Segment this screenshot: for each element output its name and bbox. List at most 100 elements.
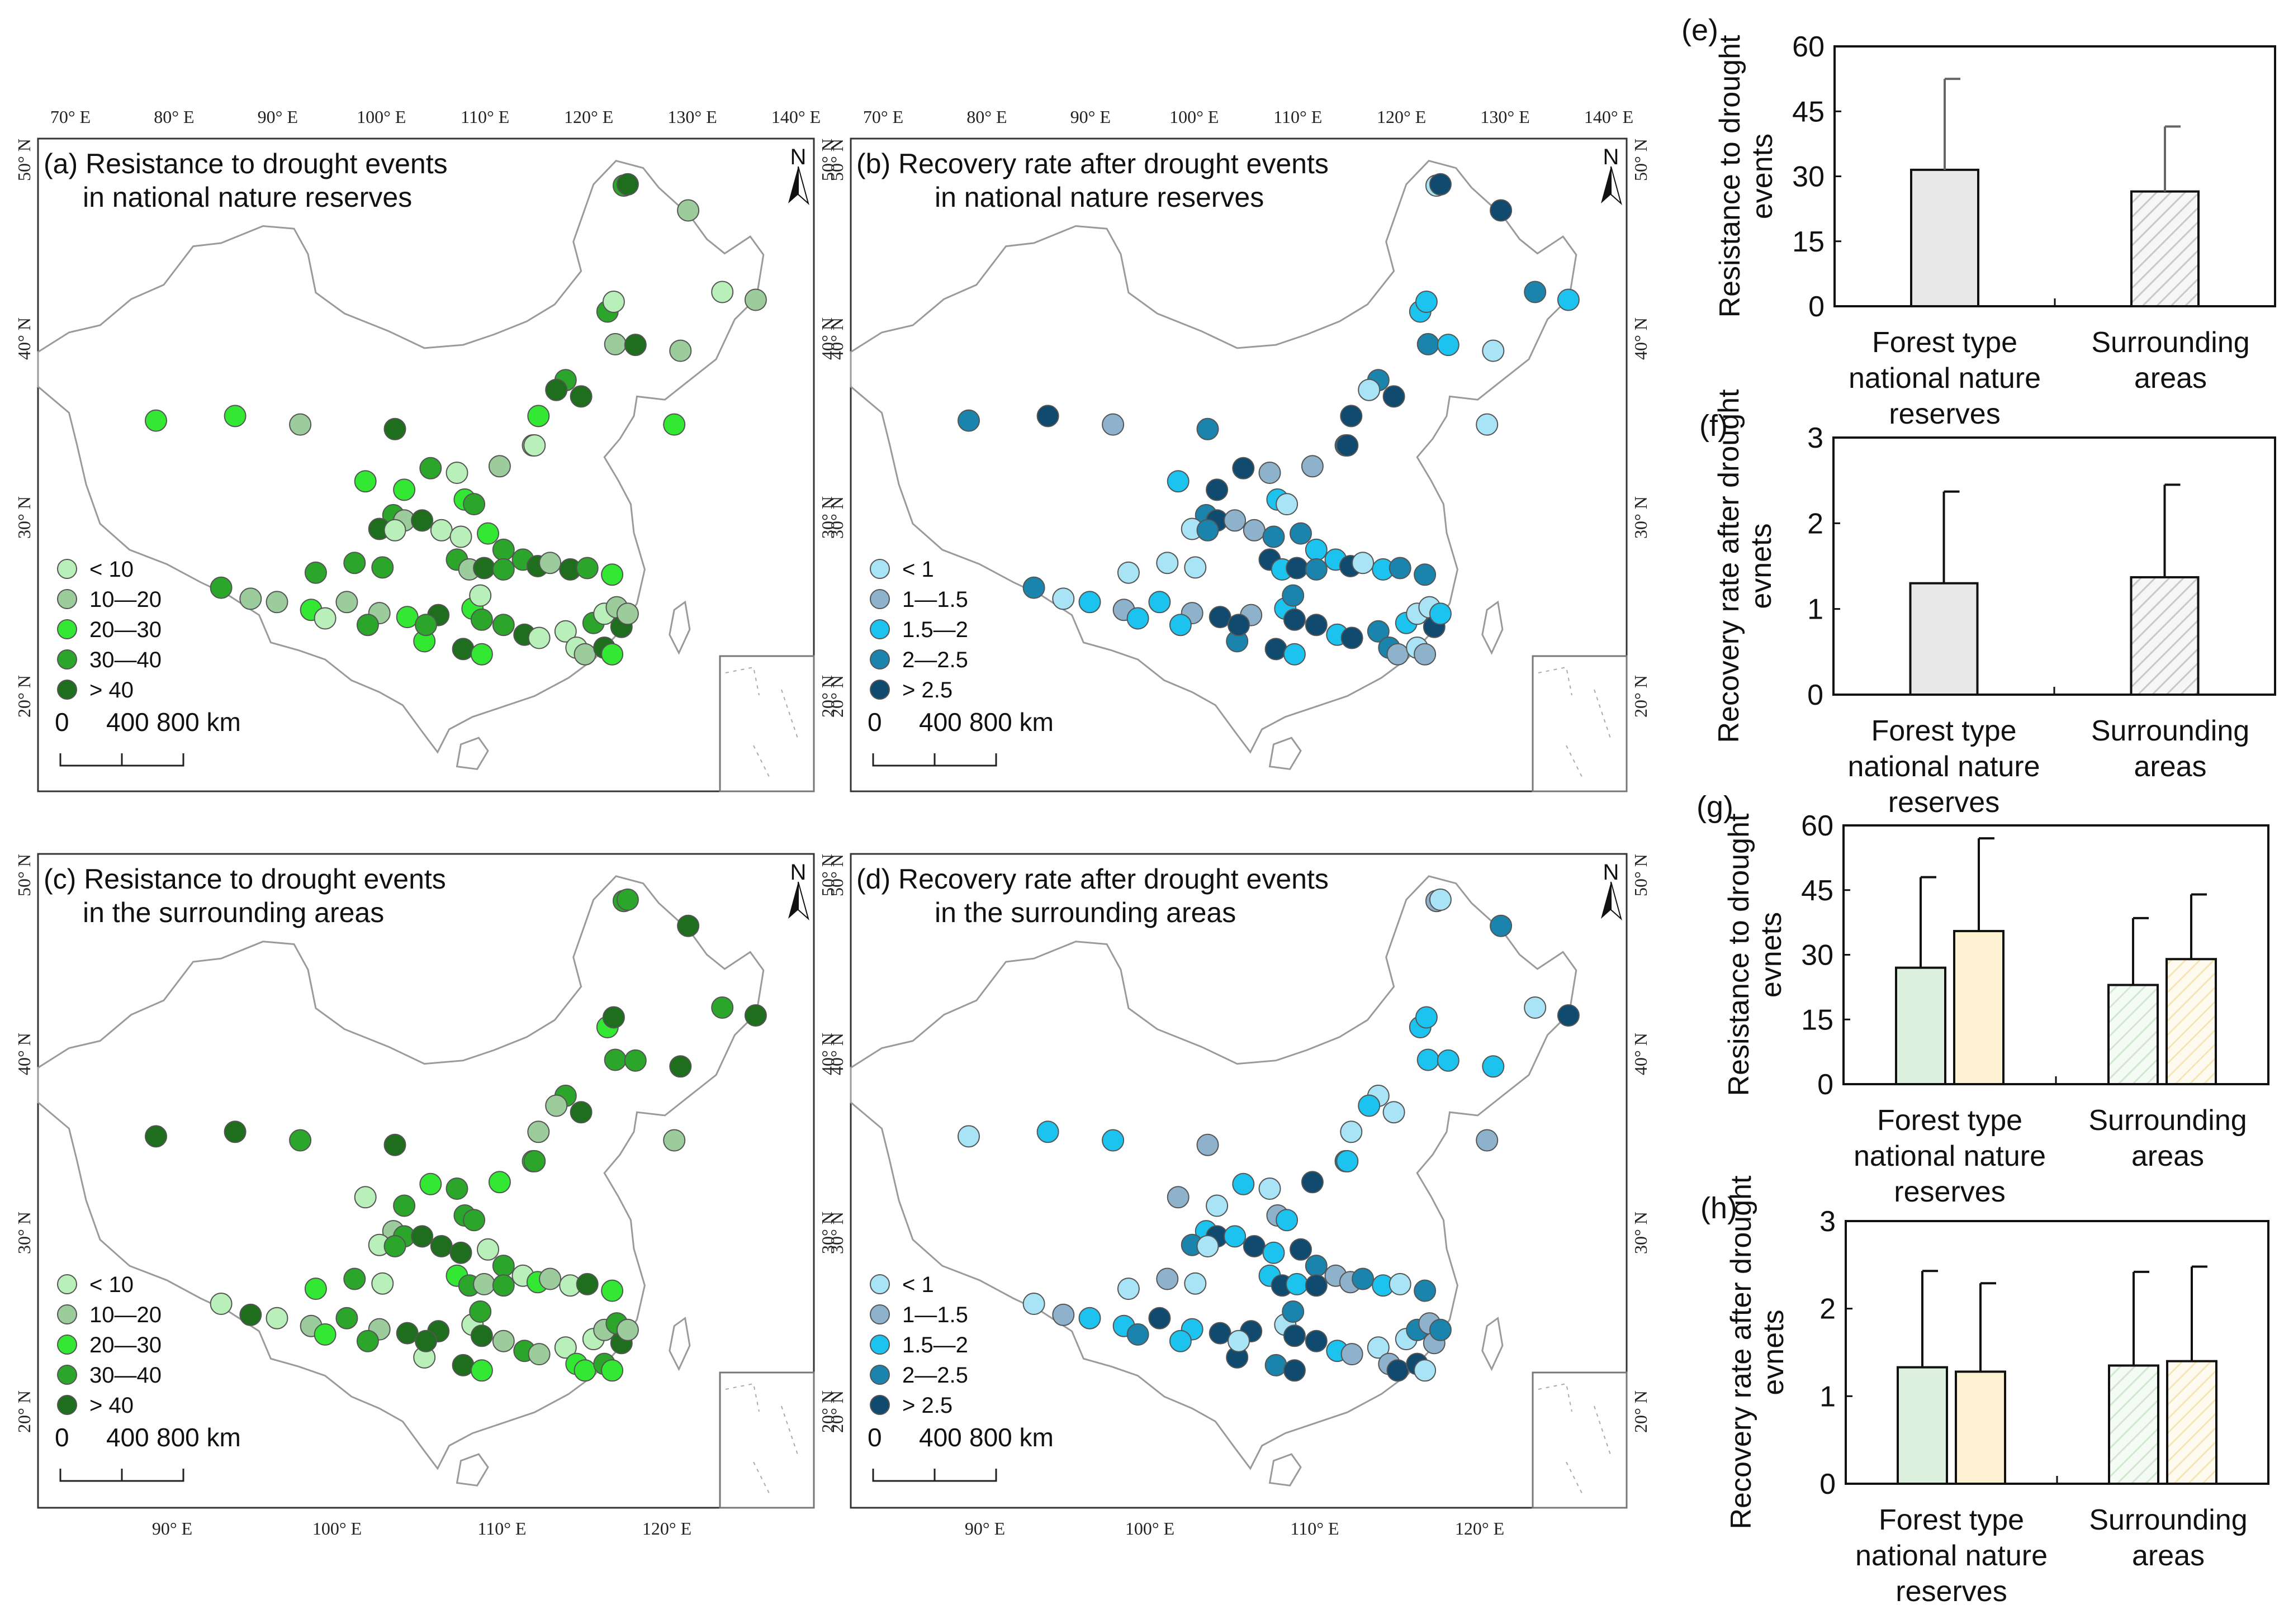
reserve-site-marker <box>624 1049 647 1072</box>
reserve-site-marker <box>1258 462 1281 484</box>
y-tick-label: 45 <box>1792 96 1825 128</box>
reserve-site-marker <box>304 561 327 584</box>
reserve-site-marker <box>1429 888 1452 911</box>
legend-swatch <box>870 589 890 609</box>
panel-label: (h) <box>1700 1191 1737 1225</box>
reserve-site-marker <box>744 288 767 311</box>
latitude-tick-label-left: 20° N <box>827 1390 847 1433</box>
reserve-site-marker <box>335 1307 358 1329</box>
reserve-site-marker <box>1352 552 1375 574</box>
longitude-tick-label: 110° E <box>1290 1518 1339 1538</box>
latitude-tick-label-left: 50° N <box>14 139 34 181</box>
x-category-label: national nature <box>1854 1140 2046 1172</box>
bar <box>2107 984 2159 1086</box>
reserve-site-marker <box>446 1177 468 1200</box>
reserve-site-marker <box>1209 606 1231 629</box>
reserve-site-marker <box>371 556 394 579</box>
panel-label: (e) <box>1681 13 1718 47</box>
reserve-site-marker <box>383 1133 406 1156</box>
reserve-site-marker <box>383 519 406 542</box>
map-title-line2: in the surrounding areas <box>935 897 1236 928</box>
reserve-site-marker <box>469 584 492 607</box>
x-category-label: reserves <box>1888 786 1999 819</box>
bar-chart-h: (h) 0 1 2 3 Recovery rate after drought evnets… <box>1700 1175 2269 1608</box>
map-title-line1: (b) Recovery rate after drought events <box>856 148 1329 179</box>
reserve-site-marker <box>1117 1278 1140 1300</box>
x-category-label: Surrounding <box>2088 1104 2247 1137</box>
scale-bar <box>59 1469 184 1482</box>
legend-swatch <box>57 619 77 639</box>
latitude-tick-label-left: 50° N <box>827 139 847 181</box>
reserve-site-marker <box>145 1125 167 1148</box>
x-category-label: national nature <box>1847 751 2040 783</box>
latitude-tick-label-left: 50° N <box>827 854 847 896</box>
reserve-site-marker <box>463 1209 486 1232</box>
reserve-site-marker <box>473 1272 496 1295</box>
y-tick-label: 45 <box>1801 875 1833 907</box>
reserve-site-marker <box>354 1186 377 1209</box>
panel-label: (g) <box>1697 790 1733 824</box>
longitude-tick-label: 100° E <box>1169 107 1219 127</box>
reserve-site-marker <box>1126 1323 1149 1346</box>
longitude-tick-label: 110° E <box>1273 107 1322 127</box>
bar <box>1910 168 1979 307</box>
bar <box>2108 1364 2159 1485</box>
legend-label: > 40 <box>89 678 134 702</box>
legend-label: 30—40 <box>89 648 162 672</box>
reserve-site-marker <box>1167 470 1190 493</box>
reserve-site-marker <box>446 462 468 484</box>
reserve-site-marker <box>604 1048 627 1071</box>
legend-label: > 2.5 <box>902 1393 953 1418</box>
reserve-site-marker <box>1276 1209 1299 1232</box>
bar <box>1953 930 2005 1086</box>
taiwan-outline <box>1481 1317 1504 1371</box>
latitude-tick-label-left: 40° N <box>827 1033 847 1075</box>
scale-bar-label: 0 <box>868 1423 882 1452</box>
reserve-site-marker <box>1206 478 1229 501</box>
reserve-site-marker <box>145 409 167 432</box>
legend-label: 1—1.5 <box>902 587 968 612</box>
scale-bar-label: 800 km <box>157 1423 241 1452</box>
x-category-label: Forest type <box>1872 326 2017 359</box>
china-outline <box>850 160 1577 754</box>
y-tick-label: 3 <box>1807 422 1823 454</box>
bar <box>1955 1370 2006 1485</box>
reserve-site-marker <box>304 1278 327 1300</box>
north-arrow-icon <box>798 881 809 920</box>
x-category-label: reserves <box>1894 1176 2005 1208</box>
reserve-site-marker <box>1336 434 1359 457</box>
reserve-site-marker <box>523 434 546 457</box>
bar <box>2165 958 2217 1086</box>
scale-bar-label: 400 <box>106 707 149 737</box>
legend-swatch <box>870 1395 890 1415</box>
reserve-site-marker <box>449 525 472 548</box>
latitude-tick-label-right: 40° N <box>818 317 838 360</box>
bar-chart-f: (f) 0 1 2 3 Recovery rate after drought evnets… <box>1699 389 2276 819</box>
y-tick-label: 2 <box>1807 507 1823 540</box>
y-tick-label: 0 <box>1817 1069 1833 1101</box>
reserve-site-marker <box>492 1255 515 1278</box>
taiwan-outline <box>1481 600 1504 655</box>
reserve-site-marker <box>1482 1055 1505 1078</box>
reserve-site-marker <box>1305 1329 1328 1352</box>
reserve-site-marker <box>411 509 434 532</box>
x-category-label: national nature <box>1849 362 2041 395</box>
latitude-tick-label-left: 20° N <box>14 1390 34 1433</box>
longitude-tick-label: 90° E <box>1070 107 1111 127</box>
scale-bar-label: 400 <box>919 707 962 737</box>
latitude-tick-label-right: 40° N <box>818 1033 838 1075</box>
longitude-tick-label: 100° E <box>357 107 406 127</box>
reserve-site-marker <box>1258 1177 1281 1200</box>
reserve-site-marker <box>1301 455 1324 478</box>
legend-label: 10—20 <box>89 1303 162 1327</box>
latitude-tick-label-right: 30° N <box>1631 496 1651 539</box>
reserve-site-marker <box>1209 1322 1231 1345</box>
reserve-site-marker <box>1228 1329 1250 1352</box>
reserve-site-marker <box>335 591 358 614</box>
reserve-site-marker <box>528 626 551 649</box>
reserve-site-marker <box>343 1267 366 1290</box>
reserve-site-marker <box>570 1101 593 1124</box>
north-label: N <box>1603 145 1619 169</box>
reserve-site-marker <box>1290 522 1312 545</box>
